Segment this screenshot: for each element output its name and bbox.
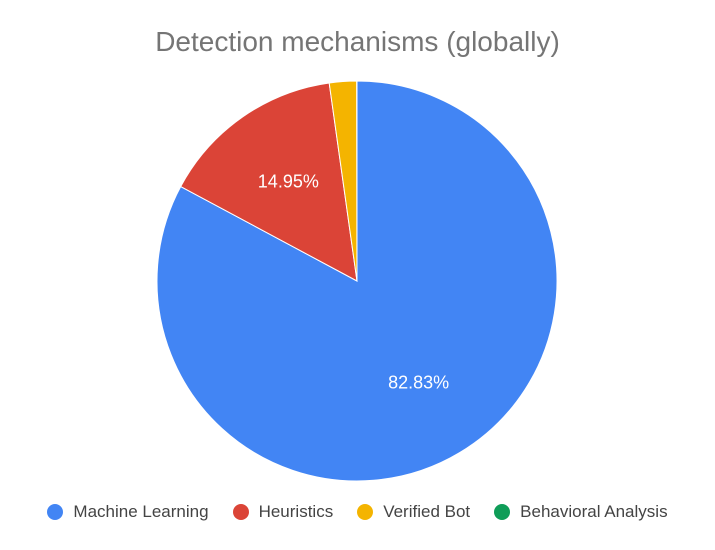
legend-item-machine-learning[interactable]: Machine Learning [47,502,209,522]
legend-label: Behavioral Analysis [520,502,668,521]
slice-label: 82.83% [388,373,449,393]
legend-item-behavioral-analysis[interactable]: Behavioral Analysis [494,502,668,522]
legend-item-verified-bot[interactable]: Verified Bot [357,502,470,522]
legend-swatch [494,504,511,520]
legend-swatch [232,504,249,520]
legend-item-heuristics[interactable]: Heuristics [232,502,334,522]
legend-swatch [357,504,374,520]
slice-label: 14.95% [258,171,319,191]
legend-swatch [47,504,64,520]
pie-slice-heuristics[interactable] [180,82,358,282]
legend-label: Heuristics [258,502,334,521]
chart-title: Detection mechanisms (globally) [155,26,560,57]
legend: Machine Learning Heuristics Verified Bot… [0,500,715,524]
legend-label: Verified Bot [383,502,471,521]
legend-label: Machine Learning [73,502,209,521]
